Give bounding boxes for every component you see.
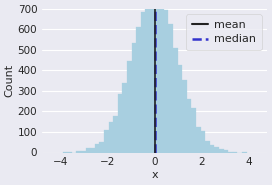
Bar: [100, 142, 104, 152]
Bar: [210, 145, 214, 152]
Bar: [159, 0, 164, 152]
Legend: mean, median: mean, median: [186, 14, 262, 50]
Bar: [182, 80, 187, 152]
Bar: [219, 149, 224, 152]
Bar: [164, 10, 168, 152]
Bar: [150, 0, 155, 152]
Bar: [132, 43, 136, 152]
Bar: [109, 122, 113, 152]
Bar: [76, 151, 81, 152]
Bar: [141, 12, 146, 152]
Bar: [205, 141, 210, 152]
Bar: [122, 83, 127, 152]
Y-axis label: Count: Count: [5, 64, 15, 97]
X-axis label: x: x: [151, 170, 158, 180]
Bar: [214, 147, 219, 152]
Bar: [178, 65, 182, 152]
Bar: [168, 24, 173, 152]
Bar: [146, 0, 150, 152]
Bar: [196, 127, 201, 152]
Bar: [191, 108, 196, 152]
Bar: [95, 144, 100, 152]
Bar: [224, 150, 228, 152]
Bar: [187, 99, 191, 152]
Bar: [155, 0, 159, 152]
Bar: [113, 116, 118, 152]
Bar: [86, 148, 90, 152]
Bar: [118, 94, 122, 152]
Bar: [90, 148, 95, 152]
Bar: [81, 151, 86, 152]
Bar: [104, 130, 109, 152]
Bar: [136, 27, 141, 152]
Bar: [201, 131, 205, 152]
Bar: [173, 48, 178, 152]
Bar: [127, 60, 132, 152]
